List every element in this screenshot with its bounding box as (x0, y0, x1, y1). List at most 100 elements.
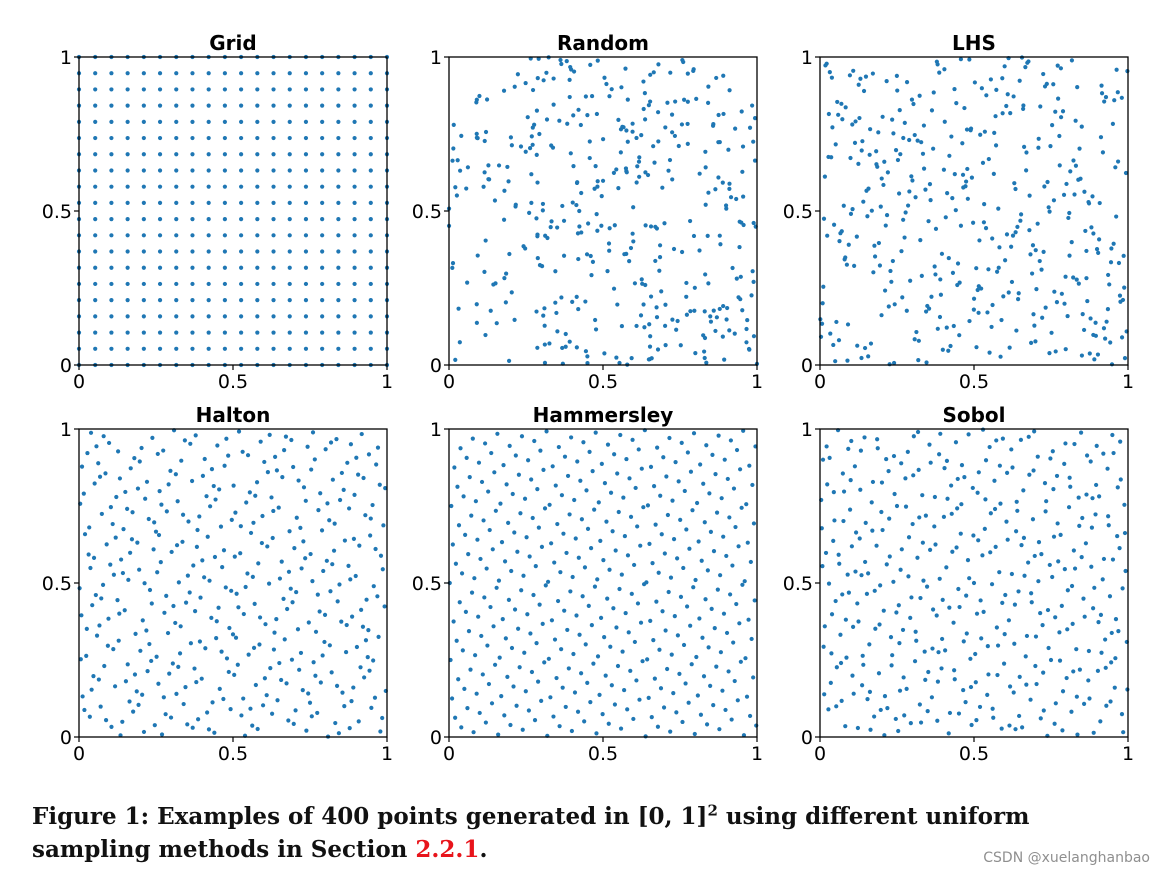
data-point (995, 643, 1001, 648)
data-point (575, 459, 580, 464)
data-point (1082, 189, 1087, 194)
data-point (301, 485, 307, 490)
data-point (190, 168, 195, 173)
data-point (672, 133, 678, 139)
data-point (557, 118, 562, 123)
data-point (1013, 186, 1018, 192)
data-point (532, 438, 537, 444)
data-point (982, 129, 987, 134)
data-point (959, 502, 964, 507)
data-point (113, 535, 118, 540)
data-point (352, 87, 357, 92)
data-point (361, 475, 366, 481)
data-point (157, 217, 163, 222)
data-point (155, 570, 160, 575)
data-point (1087, 696, 1092, 701)
section-reference-link[interactable]: 2.2.1 (415, 836, 480, 863)
data-point (206, 298, 211, 303)
data-point (734, 447, 740, 453)
data-point (846, 242, 851, 247)
data-point (356, 719, 361, 724)
data-point (1066, 215, 1071, 221)
data-point (1098, 719, 1103, 724)
data-point (935, 62, 940, 67)
data-point (555, 225, 560, 230)
data-point (97, 474, 103, 479)
data-point (831, 222, 837, 227)
data-point (961, 185, 966, 190)
data-point (1038, 610, 1043, 616)
data-point (251, 520, 256, 525)
data-point (967, 318, 972, 324)
data-point (895, 88, 900, 93)
data-point (693, 577, 698, 583)
data-point (1021, 106, 1026, 112)
data-point (141, 71, 146, 76)
data-point (1004, 519, 1009, 524)
data-point (840, 471, 845, 476)
data-point (933, 226, 939, 231)
data-point (657, 243, 663, 248)
data-point (903, 210, 908, 215)
data-point (628, 668, 633, 673)
data-point (997, 245, 1002, 250)
data-point (836, 338, 842, 343)
data-point (109, 103, 114, 108)
data-point (1019, 543, 1024, 548)
data-point (615, 302, 620, 307)
data-point (1029, 600, 1034, 605)
data-point (1019, 212, 1024, 217)
data-point (206, 330, 211, 335)
data-point (509, 645, 515, 651)
data-point (713, 328, 718, 334)
data-point (166, 482, 171, 487)
data-point (550, 464, 555, 469)
data-point (960, 141, 965, 146)
data-point (216, 605, 221, 610)
data-point (906, 203, 911, 208)
data-point (171, 603, 176, 609)
data-point (725, 476, 730, 482)
data-point (1121, 730, 1126, 735)
data-point (720, 180, 725, 185)
y-tick-label: 1 (430, 419, 442, 441)
data-point (1072, 192, 1077, 197)
data-point (206, 135, 211, 141)
data-point (920, 540, 925, 545)
data-point (705, 233, 710, 239)
data-point (1071, 275, 1076, 280)
data-point (1112, 685, 1117, 690)
data-point (303, 265, 309, 270)
data-point (303, 119, 309, 124)
data-point (267, 432, 272, 438)
data-point (1122, 530, 1128, 536)
data-point (471, 730, 476, 735)
data-point (1119, 95, 1124, 100)
data-point (975, 287, 980, 293)
data-point (693, 351, 698, 356)
data-point (566, 666, 571, 671)
data-point (303, 71, 309, 76)
data-point (623, 610, 628, 616)
data-point (727, 88, 732, 93)
data-point (482, 170, 487, 175)
data-point (235, 662, 240, 667)
data-point (949, 483, 954, 488)
data-point (975, 490, 980, 495)
data-point (239, 87, 244, 92)
data-point (738, 659, 743, 664)
data-point (289, 657, 295, 662)
data-point (990, 302, 995, 308)
data-point (971, 533, 976, 538)
data-point (685, 71, 690, 76)
data-point (996, 265, 1001, 270)
data-point (287, 233, 292, 238)
data-point (253, 682, 258, 688)
data-point (91, 555, 97, 560)
data-point (93, 103, 98, 108)
data-point (853, 119, 858, 124)
data-point (1059, 603, 1064, 608)
data-point (899, 249, 904, 254)
data-point (1114, 67, 1119, 72)
